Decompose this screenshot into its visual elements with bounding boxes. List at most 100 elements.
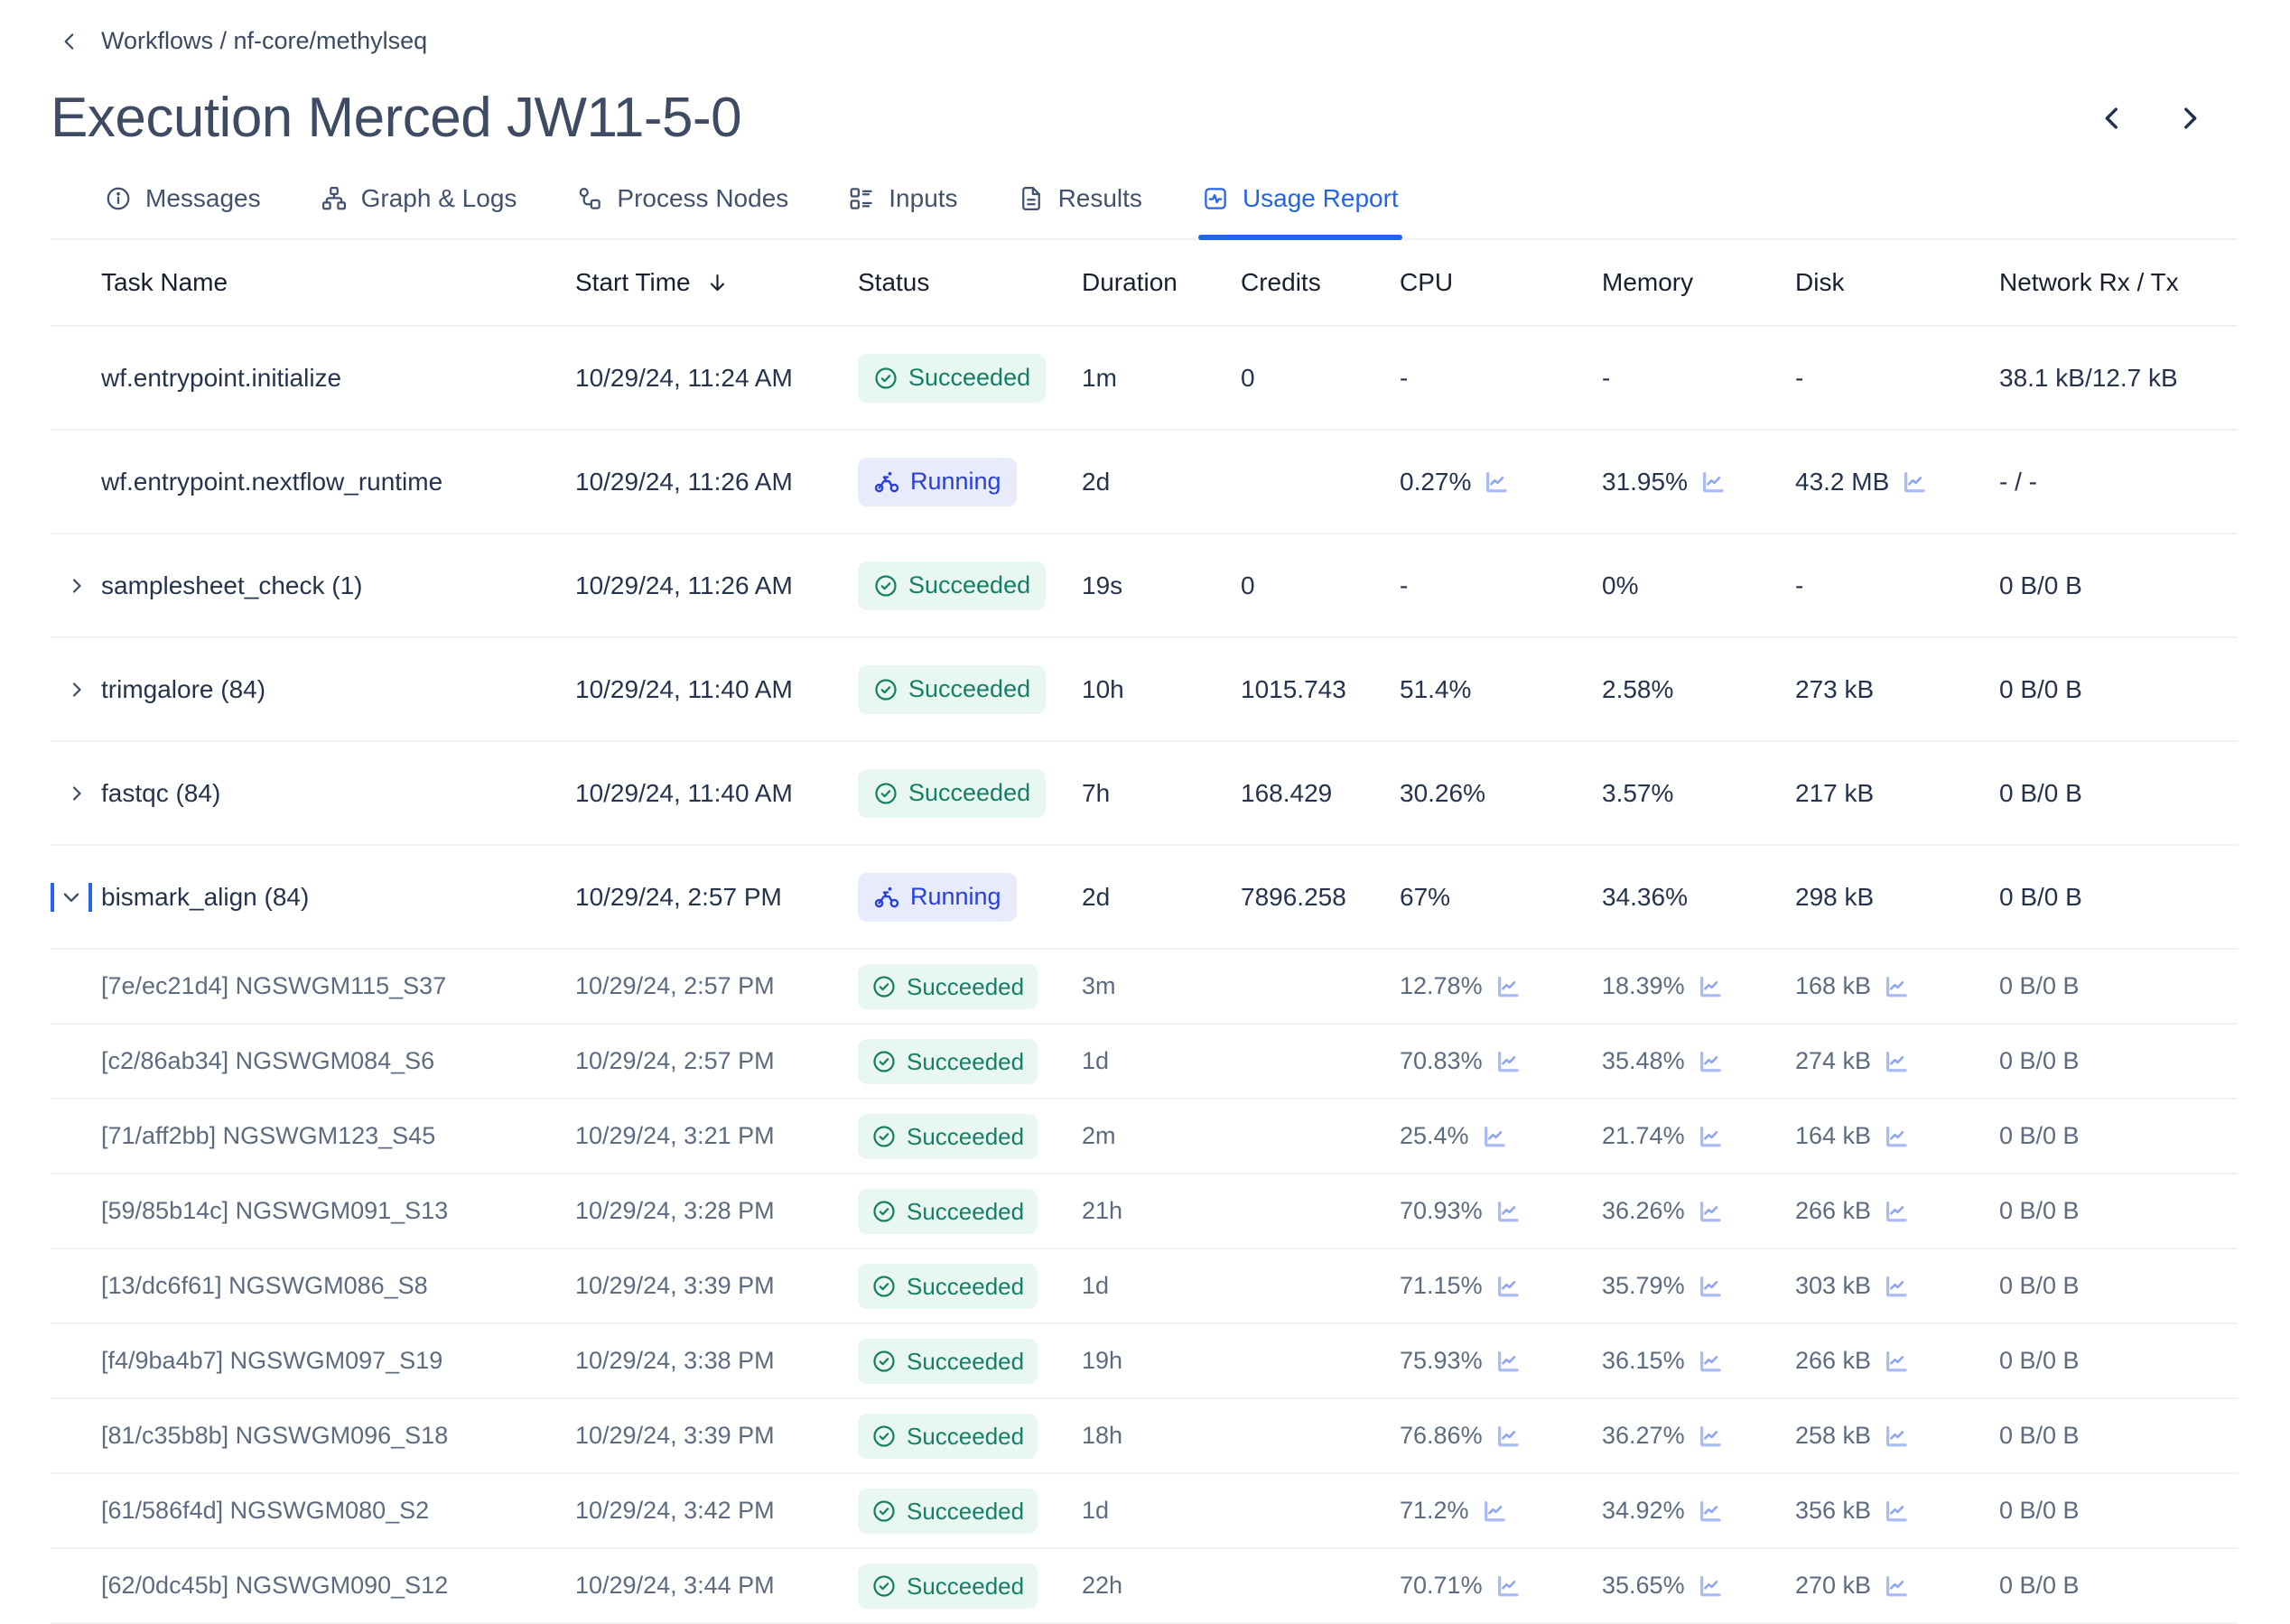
chart-icon[interactable]	[1494, 973, 1522, 1000]
chart-icon[interactable]	[1883, 973, 1910, 1000]
status-label: Running	[910, 883, 1001, 910]
cpu-value: 75.93%	[1400, 1347, 1483, 1374]
tab-inputs[interactable]: Inputs	[844, 179, 961, 238]
task-name-cell: [59/85b14c] NGSWGM091_S13	[51, 1197, 575, 1225]
status-cell: Succeeded	[858, 1338, 1082, 1384]
start-time-cell: 10/29/24, 11:26 AM	[575, 467, 793, 496]
task-name-cell: [c2/86ab34] NGSWGM084_S6	[51, 1047, 575, 1075]
chart-icon[interactable]	[1697, 1198, 1724, 1225]
disk-cell: -	[1795, 364, 1999, 393]
table-row: [71/aff2bb] NGSWGM123_S45 10/29/24, 3:21 …	[51, 1100, 2238, 1174]
duration-cell: 2d	[1082, 882, 1111, 911]
next-execution-icon[interactable]	[2174, 103, 2205, 134]
task-name-cell: trimgalore (84)	[51, 675, 575, 704]
chart-icon[interactable]	[1483, 469, 1510, 496]
chart-icon[interactable]	[1883, 1423, 1910, 1450]
chart-icon[interactable]	[1494, 1048, 1522, 1075]
task-name: trimgalore (84)	[101, 674, 266, 703]
chart-icon[interactable]	[1697, 1348, 1724, 1375]
graph-icon	[321, 185, 348, 212]
disk-value: 43.2 MB	[1795, 467, 1890, 496]
duration-cell: 19s	[1082, 571, 1123, 599]
chart-icon[interactable]	[1697, 1048, 1724, 1075]
chart-icon[interactable]	[1697, 1273, 1724, 1300]
table-row: [59/85b14c] NGSWGM091_S13 10/29/24, 3:28 …	[51, 1174, 2238, 1249]
chart-icon[interactable]	[1699, 469, 1727, 496]
chart-icon[interactable]	[1481, 1123, 1508, 1150]
chart-icon[interactable]	[1883, 1273, 1910, 1300]
cpu-cell: -	[1400, 571, 1602, 600]
usage-table: Task Name Start Time Status Duration Credits…	[51, 240, 2238, 1624]
sort-descending-icon[interactable]	[705, 271, 730, 295]
page-title: Execution Merced JW11-5-0	[51, 87, 742, 149]
back-icon[interactable]	[58, 30, 81, 53]
memory-value: 36.26%	[1602, 1197, 1685, 1224]
network-cell: 0 B/0 B	[1999, 1197, 2080, 1224]
chart-icon[interactable]	[1697, 1498, 1724, 1525]
start-time-cell: 10/29/24, 11:40 AM	[575, 778, 793, 807]
chart-icon[interactable]	[1697, 1123, 1724, 1150]
column-header-start-time[interactable]: Start Time	[575, 268, 858, 297]
tab-results[interactable]: Results	[1014, 179, 1146, 238]
status-cell: Running	[858, 872, 1082, 922]
memory-cell: 36.27%	[1602, 1422, 1795, 1450]
breadcrumb-label[interactable]: Workflows / nf-core/methylseq	[101, 27, 428, 54]
status-badge: Succeeded	[858, 963, 1038, 1009]
check-circle-icon	[873, 781, 898, 806]
task-name-cell: [62/0dc45b] NGSWGM090_S12	[51, 1572, 575, 1600]
status-badge: Succeeded	[858, 1413, 1038, 1459]
chart-icon[interactable]	[1494, 1573, 1522, 1600]
chart-icon[interactable]	[1883, 1048, 1910, 1075]
chart-icon[interactable]	[1481, 1498, 1508, 1525]
expand-chevron-right-icon[interactable]	[63, 780, 90, 807]
chart-icon[interactable]	[1697, 1573, 1724, 1600]
tab-graph-logs[interactable]: Graph & Logs	[317, 179, 521, 238]
chart-icon[interactable]	[1494, 1348, 1522, 1375]
disk-value: 274 kB	[1795, 1047, 1872, 1074]
memory-value: 35.79%	[1602, 1272, 1685, 1299]
chart-icon[interactable]	[1883, 1348, 1910, 1375]
chart-icon[interactable]	[1883, 1123, 1910, 1150]
duration-cell: 2d	[1082, 467, 1111, 496]
chart-icon[interactable]	[1697, 973, 1724, 1000]
disk-cell: 43.2 MB	[1795, 468, 1999, 496]
chart-icon[interactable]	[1883, 1573, 1910, 1600]
chart-icon[interactable]	[1494, 1198, 1522, 1225]
tab-process-nodes[interactable]: Process Nodes	[572, 179, 792, 238]
check-circle-icon	[873, 366, 898, 391]
chart-icon[interactable]	[1494, 1423, 1522, 1450]
disk-cell: -	[1795, 571, 1999, 600]
process-nodes-icon	[576, 185, 603, 212]
chart-icon[interactable]	[1494, 1273, 1522, 1300]
disk-value: 266 kB	[1795, 1347, 1872, 1374]
cpu-value: 71.15%	[1400, 1272, 1483, 1299]
expand-chevron-right-icon[interactable]	[63, 676, 90, 703]
memory-value: 34.92%	[1602, 1497, 1685, 1524]
chart-icon[interactable]	[1901, 469, 1928, 496]
status-badge: Succeeded	[858, 768, 1047, 818]
expand-chevron-right-icon[interactable]	[63, 572, 90, 599]
runner-icon	[873, 469, 900, 496]
cpu-cell: 25.4%	[1400, 1122, 1602, 1150]
duration-cell: 1d	[1082, 1497, 1110, 1524]
duration-cell: 1d	[1082, 1272, 1110, 1299]
collapse-chevron-down-icon[interactable]	[51, 882, 92, 912]
chart-icon[interactable]	[1883, 1498, 1910, 1525]
memory-cell: 34.36%	[1602, 883, 1795, 912]
status-badge: Running	[858, 872, 1017, 922]
previous-execution-icon[interactable]	[2097, 103, 2127, 134]
status-label: Running	[910, 468, 1001, 495]
cpu-cell: 71.15%	[1400, 1272, 1602, 1300]
task-name: [c2/86ab34] NGSWGM084_S6	[101, 1047, 435, 1074]
table-row: trimgalore (84) 10/29/24, 11:40 AM Succeed…	[51, 638, 2238, 742]
memory-value: 0%	[1602, 571, 1639, 599]
start-time-cell: 10/29/24, 11:24 AM	[575, 363, 793, 392]
chart-icon[interactable]	[1883, 1198, 1910, 1225]
tab-messages[interactable]: Messages	[101, 179, 265, 238]
tab-usage-report[interactable]: Usage Report	[1197, 179, 1402, 240]
chart-icon[interactable]	[1697, 1423, 1724, 1450]
task-name-cell: [81/c35b8b] NGSWGM096_S18	[51, 1422, 575, 1450]
cpu-value: 70.93%	[1400, 1197, 1483, 1224]
column-header-credits: Credits	[1241, 268, 1400, 297]
memory-cell: 21.74%	[1602, 1122, 1795, 1150]
